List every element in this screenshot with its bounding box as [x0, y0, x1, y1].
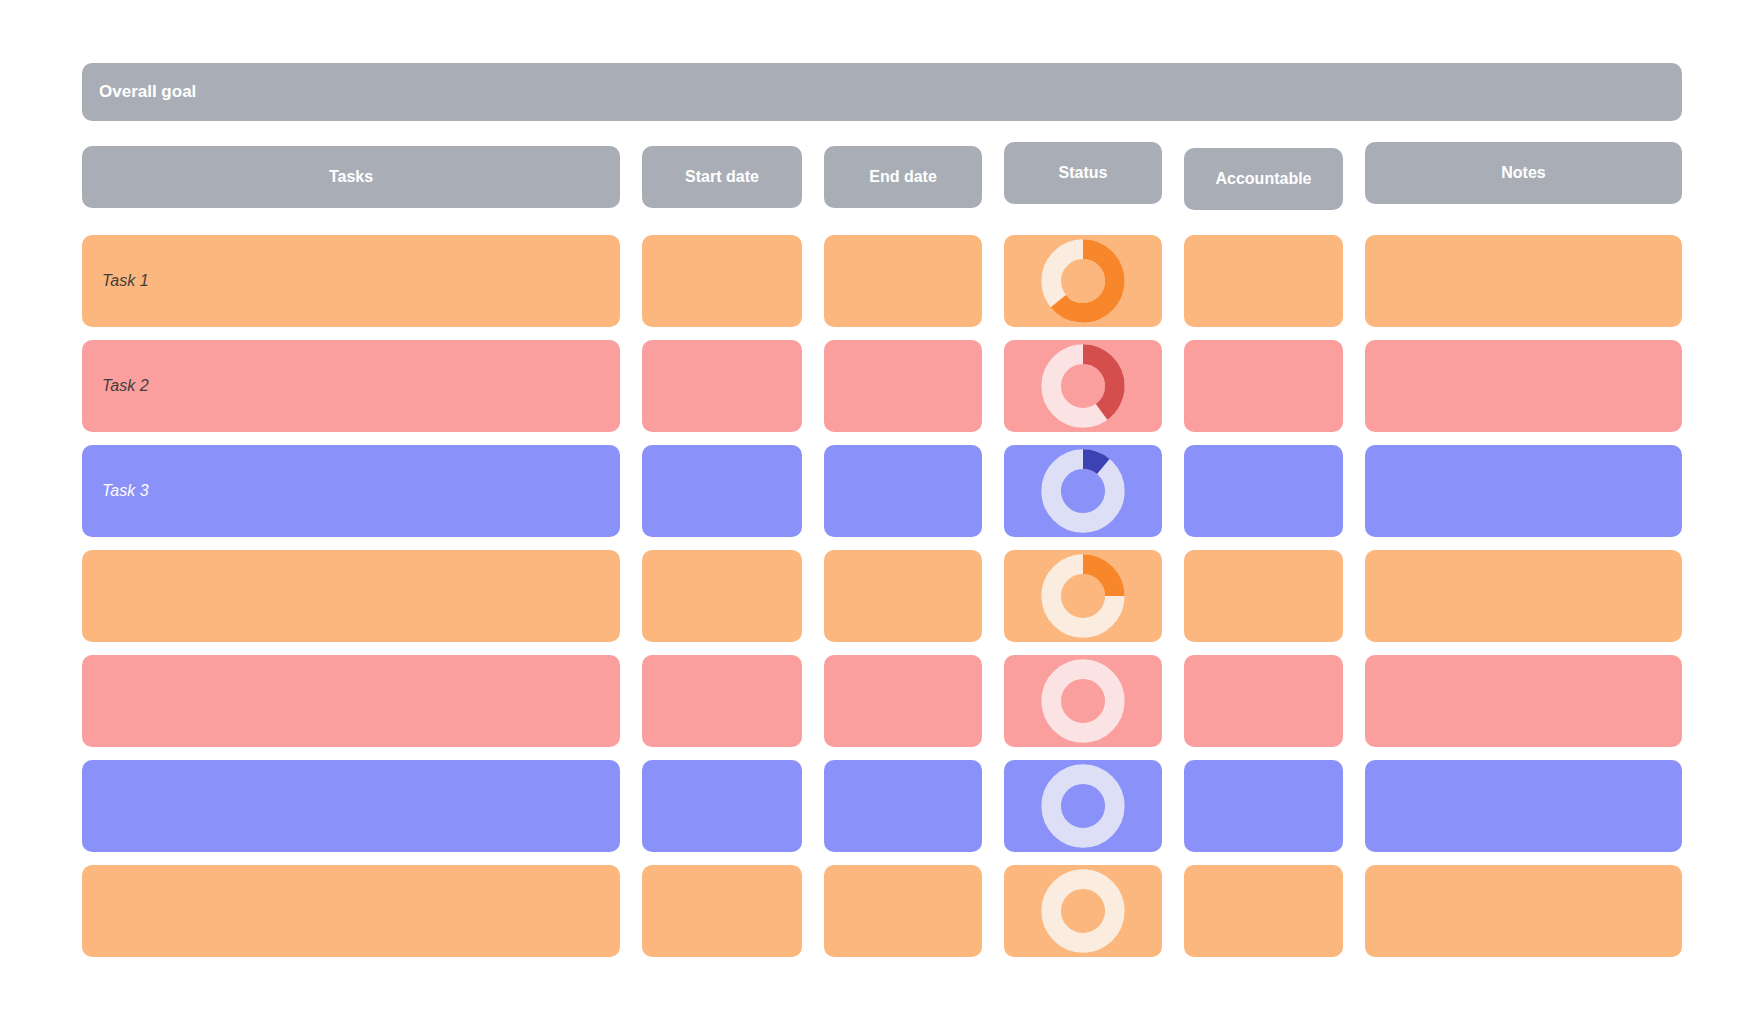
status-cell[interactable]: [1004, 865, 1162, 957]
column-header-notes[interactable]: Notes: [1365, 142, 1682, 204]
start-date-cell[interactable]: [642, 340, 802, 432]
accountable-cell[interactable]: [1184, 235, 1343, 327]
donut-track-ring: [1051, 669, 1115, 733]
status-donut-chart: [1041, 869, 1125, 953]
start-date-cell[interactable]: [642, 550, 802, 642]
accountable-cell[interactable]: [1184, 340, 1343, 432]
task-rows: Task 1 Task 2: [82, 235, 1760, 957]
column-header-end-date[interactable]: End date: [824, 146, 982, 208]
overall-goal-label: Overall goal: [99, 82, 196, 102]
status-donut-chart: [1041, 449, 1125, 533]
task-name-cell[interactable]: [82, 760, 620, 852]
column-header-row: Tasks Start date End date Status Account…: [82, 146, 1682, 208]
task-name-cell[interactable]: Task 3: [82, 445, 620, 537]
notes-cell[interactable]: [1365, 235, 1682, 327]
status-cell[interactable]: [1004, 340, 1162, 432]
column-header-status[interactable]: Status: [1004, 142, 1162, 204]
notes-cell[interactable]: [1365, 865, 1682, 957]
end-date-cell[interactable]: [824, 445, 982, 537]
status-cell[interactable]: [1004, 235, 1162, 327]
status-cell[interactable]: [1004, 655, 1162, 747]
task-row: Task 3: [82, 445, 1682, 537]
end-date-cell[interactable]: [824, 760, 982, 852]
notes-cell[interactable]: [1365, 655, 1682, 747]
task-name-label: Task 2: [102, 377, 149, 395]
column-header-start-date-label: Start date: [685, 168, 759, 186]
status-donut-chart: [1041, 764, 1125, 848]
task-name-label: Task 3: [102, 482, 149, 500]
accountable-cell[interactable]: [1184, 865, 1343, 957]
column-header-tasks-label: Tasks: [329, 168, 373, 186]
end-date-cell[interactable]: [824, 235, 982, 327]
accountable-cell[interactable]: [1184, 445, 1343, 537]
column-header-start-date[interactable]: Start date: [642, 146, 802, 208]
notes-cell[interactable]: [1365, 760, 1682, 852]
column-header-status-label: Status: [1059, 164, 1108, 182]
task-name-cell[interactable]: Task 2: [82, 340, 620, 432]
notes-cell[interactable]: [1365, 550, 1682, 642]
status-cell[interactable]: [1004, 760, 1162, 852]
start-date-cell[interactable]: [642, 445, 802, 537]
task-row: [82, 760, 1682, 852]
task-row: [82, 550, 1682, 642]
task-row: [82, 655, 1682, 747]
notes-cell[interactable]: [1365, 340, 1682, 432]
accountable-cell[interactable]: [1184, 760, 1343, 852]
task-name-cell[interactable]: [82, 655, 620, 747]
start-date-cell[interactable]: [642, 865, 802, 957]
task-tracker-canvas: Overall goal Tasks Start date End date S…: [0, 0, 1760, 1019]
overall-goal-bar[interactable]: Overall goal: [82, 63, 1682, 121]
column-header-tasks[interactable]: Tasks: [82, 146, 620, 208]
task-name-cell[interactable]: [82, 550, 620, 642]
status-donut-chart: [1041, 239, 1125, 323]
status-cell[interactable]: [1004, 550, 1162, 642]
column-header-end-date-label: End date: [869, 168, 937, 186]
task-name-cell[interactable]: Task 1: [82, 235, 620, 327]
task-name-label: Task 1: [102, 272, 149, 290]
start-date-cell[interactable]: [642, 235, 802, 327]
status-cell[interactable]: [1004, 445, 1162, 537]
end-date-cell[interactable]: [824, 340, 982, 432]
status-donut-chart: [1041, 659, 1125, 743]
end-date-cell[interactable]: [824, 865, 982, 957]
notes-cell[interactable]: [1365, 445, 1682, 537]
task-row: Task 1: [82, 235, 1682, 327]
start-date-cell[interactable]: [642, 760, 802, 852]
accountable-cell[interactable]: [1184, 655, 1343, 747]
donut-track-ring: [1051, 879, 1115, 943]
donut-track-ring: [1051, 774, 1115, 838]
status-donut-chart: [1041, 344, 1125, 428]
status-donut-chart: [1041, 554, 1125, 638]
end-date-cell[interactable]: [824, 655, 982, 747]
column-header-accountable-label: Accountable: [1215, 170, 1311, 188]
column-header-accountable[interactable]: Accountable: [1184, 148, 1343, 210]
end-date-cell[interactable]: [824, 550, 982, 642]
task-name-cell[interactable]: [82, 865, 620, 957]
accountable-cell[interactable]: [1184, 550, 1343, 642]
task-row: [82, 865, 1682, 957]
column-header-notes-label: Notes: [1501, 164, 1545, 182]
task-row: Task 2: [82, 340, 1682, 432]
start-date-cell[interactable]: [642, 655, 802, 747]
